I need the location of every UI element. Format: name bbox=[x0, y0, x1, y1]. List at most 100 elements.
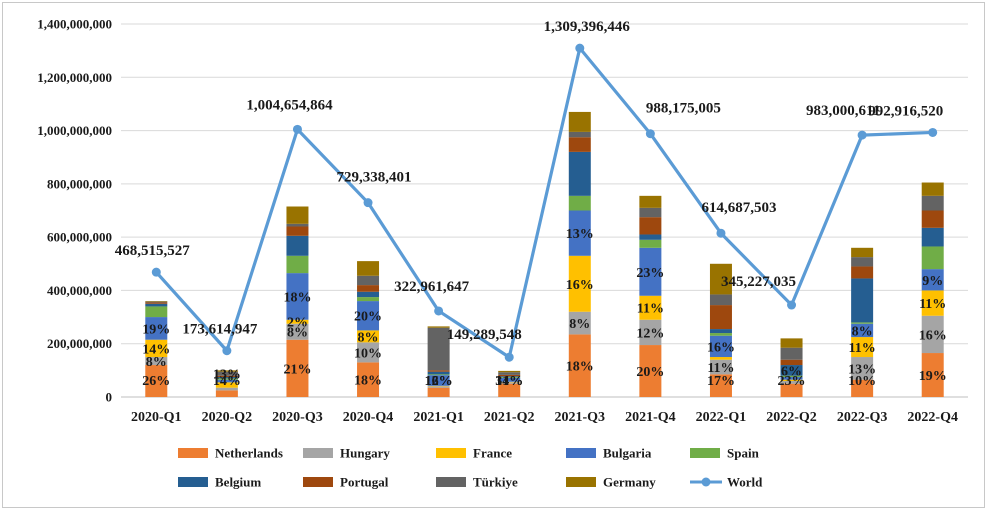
percentage-label: 11% bbox=[707, 361, 734, 376]
legend-swatch bbox=[436, 448, 466, 458]
percentage-label: 8% bbox=[146, 355, 167, 370]
legend-swatch bbox=[566, 448, 596, 458]
percentage-label: 23% bbox=[778, 374, 806, 389]
bar-segment-bulgaria bbox=[568, 210, 591, 256]
world-point bbox=[434, 306, 444, 316]
percentage-label: 18% bbox=[354, 374, 382, 389]
percentage-label: 14% bbox=[213, 374, 241, 389]
world-point bbox=[151, 267, 161, 277]
world-labels: 468,515,527 173,614,947 1,004,654,864 729,3… bbox=[115, 19, 943, 343]
bar-segment-spain bbox=[427, 374, 450, 376]
bar-segment-bulgaria bbox=[921, 269, 944, 291]
world-point bbox=[787, 300, 797, 310]
world-data-label: 1,004,654,864 bbox=[246, 97, 333, 113]
legend-label: Spain bbox=[727, 446, 760, 461]
bar-segment-spain bbox=[921, 246, 944, 270]
world-data-label: 614,687,503 bbox=[701, 200, 776, 216]
bar-segment-trkiye bbox=[921, 195, 944, 211]
bar-segment-spain bbox=[215, 378, 238, 380]
percentage-label: 18% bbox=[283, 290, 311, 305]
bar-segment-trkiye bbox=[639, 207, 662, 218]
legend-swatch bbox=[178, 448, 208, 458]
percentage-label: 8% bbox=[287, 326, 308, 341]
world-point bbox=[857, 130, 867, 140]
legend-swatch bbox=[178, 477, 208, 487]
bar-segment-portugal bbox=[145, 302, 168, 304]
bar-segment-hungary bbox=[215, 387, 238, 391]
bar-segment-belgium bbox=[851, 278, 874, 323]
legend-swatch bbox=[303, 448, 333, 458]
y-tick-label: 600,000,000 bbox=[47, 230, 112, 245]
world-point bbox=[575, 43, 585, 53]
bar-segment-hungary bbox=[639, 319, 662, 346]
bar-segment-hungary bbox=[286, 323, 309, 340]
bar-segment-belgium bbox=[639, 234, 662, 240]
bar-segment-germany bbox=[286, 206, 309, 224]
bar-segment-france bbox=[921, 290, 944, 316]
bar-segment-netherlands bbox=[851, 379, 874, 397]
bar-segment-trkiye bbox=[357, 275, 380, 286]
bar-segment-belgium bbox=[780, 365, 803, 376]
bar-segment-netherlands bbox=[286, 339, 309, 397]
bar-segment-france bbox=[568, 255, 591, 312]
x-tick-label: 2022-Q1 bbox=[696, 410, 747, 425]
bar-segment-bulgaria bbox=[851, 323, 874, 338]
percentage-label: 11% bbox=[637, 302, 664, 317]
legend-label: France bbox=[473, 446, 512, 461]
percentage-label: 8% bbox=[358, 330, 379, 345]
y-tick-label: 800,000,000 bbox=[47, 176, 112, 191]
percentage-label: 16% bbox=[919, 328, 947, 343]
bar-segment-spain bbox=[780, 375, 803, 378]
percentage-label: 12% bbox=[636, 326, 664, 341]
bar-segment-germany bbox=[145, 301, 168, 302]
percentage-label: 23% bbox=[636, 266, 664, 281]
bar-segment-portugal bbox=[498, 374, 521, 377]
x-tick-label: 2021-Q3 bbox=[555, 410, 606, 425]
x-tick-label: 2021-Q2 bbox=[484, 410, 535, 425]
bar-segment-bulgaria bbox=[780, 377, 803, 380]
bar-segment-spain bbox=[568, 195, 591, 211]
world-data-label: 173,614,947 bbox=[182, 322, 258, 338]
legend-swatch bbox=[690, 448, 720, 458]
world-data-label: 983,000,611 bbox=[806, 103, 880, 119]
bar-segment-germany bbox=[780, 338, 803, 348]
bar-segment-france bbox=[851, 337, 874, 358]
world-point bbox=[222, 346, 232, 356]
bar-segment-germany bbox=[357, 261, 380, 276]
x-tick-label: 2020-Q4 bbox=[343, 410, 394, 425]
bar-segment-belgium bbox=[145, 303, 168, 307]
bar-segment-france bbox=[357, 330, 380, 343]
percentage-label: 14% bbox=[495, 374, 523, 389]
bar-segment-belgium bbox=[568, 151, 591, 196]
percentage-labels: 26%8%14%19%14%13% 21%8%2%18%18%10%8%20%12… bbox=[142, 227, 946, 389]
world-data-label: 468,515,527 bbox=[115, 243, 191, 259]
world-line bbox=[151, 43, 938, 362]
bar-segment-portugal bbox=[215, 375, 238, 378]
gridlines bbox=[121, 23, 968, 398]
bar-segment-spain bbox=[498, 377, 521, 378]
percentage-label: 20% bbox=[636, 365, 664, 380]
x-tick-label: 2020-Q2 bbox=[202, 410, 253, 425]
legend-label: Belgium bbox=[215, 475, 261, 490]
y-tick-label: 1,000,000,000 bbox=[37, 123, 112, 138]
bar-segment-bulgaria bbox=[145, 317, 168, 340]
legend-label: Hungary bbox=[340, 446, 390, 461]
percentage-label: 6% bbox=[781, 364, 802, 379]
bar-segment-bulgaria bbox=[709, 335, 732, 358]
bar-segment-netherlands bbox=[639, 345, 662, 397]
bar-segment-portugal bbox=[568, 137, 591, 152]
percentage-label: 9% bbox=[922, 274, 943, 289]
percentage-label: 19% bbox=[142, 322, 170, 337]
bar-segment-netherlands bbox=[780, 383, 803, 397]
bar-segment-belgium bbox=[709, 329, 732, 334]
bar-segment-portugal bbox=[921, 210, 944, 228]
bar-segment-belgium bbox=[427, 371, 450, 375]
bar-segment-hungary bbox=[851, 357, 874, 380]
bar-segment-netherlands bbox=[427, 387, 450, 397]
world-data-label: 1,309,396,446 bbox=[544, 19, 631, 35]
bar-segment-germany bbox=[215, 370, 238, 372]
x-tick-label: 2021-Q4 bbox=[625, 410, 676, 425]
bar-segment-netherlands bbox=[498, 383, 521, 397]
bar-segment-france bbox=[427, 385, 450, 387]
